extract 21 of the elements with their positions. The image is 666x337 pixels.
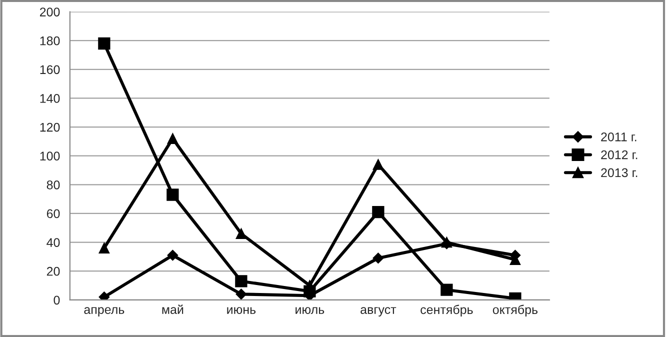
x-tick-label: июнь bbox=[227, 307, 256, 314]
legend-label: 2012 г. bbox=[601, 150, 638, 160]
x-tick-label: май bbox=[162, 304, 184, 314]
legend-label: 2013 г. bbox=[601, 168, 638, 178]
x-tick-label: октябрь bbox=[492, 304, 538, 317]
x-tick-label: июль bbox=[296, 307, 324, 314]
y-tick-label: 120 bbox=[40, 122, 60, 132]
y-tick-label: 140 bbox=[40, 94, 60, 103]
y-tick-label: 0 bbox=[54, 296, 60, 305]
y-tick-label: 200 bbox=[40, 8, 60, 16]
y-tick-label: 180 bbox=[40, 36, 60, 46]
x-tick-label: апрель bbox=[84, 307, 124, 316]
y-tick-label: 160 bbox=[40, 65, 60, 74]
x-tick-label: август bbox=[360, 307, 396, 316]
y-tick-label: 40 bbox=[46, 238, 60, 247]
y-tick-label: 20 bbox=[46, 266, 60, 276]
y-tick-label: 80 bbox=[46, 180, 60, 190]
y-tick-label: 100 bbox=[40, 152, 60, 161]
x-tick-label: сентябрь bbox=[420, 304, 473, 317]
legend-label: 2011 г. bbox=[601, 132, 636, 142]
y-tick-label: 60 bbox=[46, 209, 60, 218]
